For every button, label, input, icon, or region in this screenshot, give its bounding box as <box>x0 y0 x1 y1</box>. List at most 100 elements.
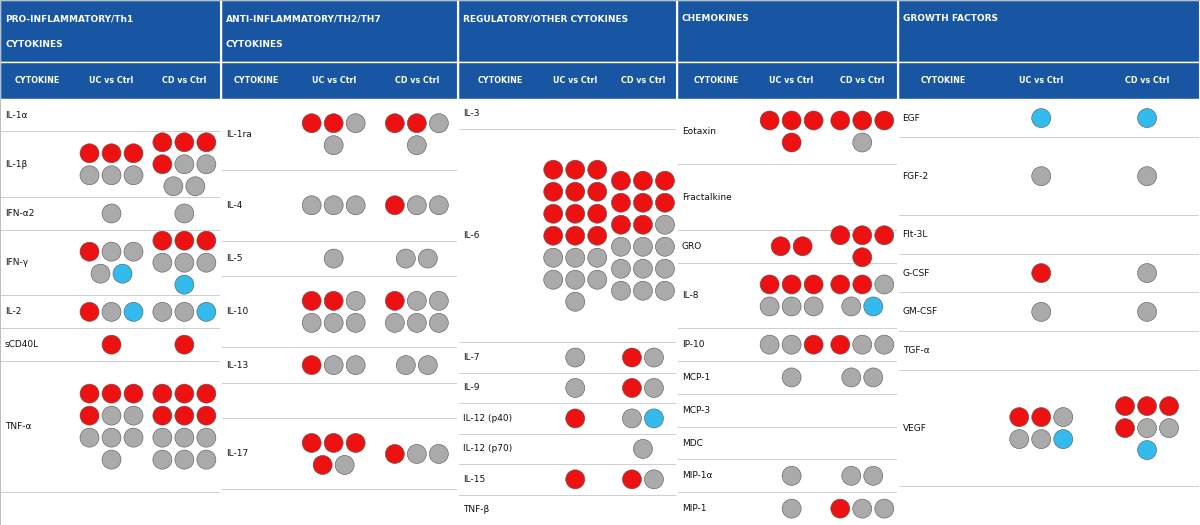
Text: UC vs Ctrl: UC vs Ctrl <box>553 76 598 85</box>
Circle shape <box>419 355 437 375</box>
Circle shape <box>782 499 802 518</box>
Circle shape <box>1054 407 1073 427</box>
Text: IL-8: IL-8 <box>682 291 698 300</box>
Circle shape <box>80 428 100 447</box>
Circle shape <box>152 384 172 403</box>
Circle shape <box>324 313 343 332</box>
Circle shape <box>102 450 121 469</box>
Circle shape <box>830 111 850 130</box>
Circle shape <box>841 466 860 485</box>
Circle shape <box>565 348 584 367</box>
Circle shape <box>197 133 216 152</box>
Circle shape <box>634 439 653 458</box>
Circle shape <box>875 226 894 245</box>
Circle shape <box>782 111 802 130</box>
Text: TGF-α: TGF-α <box>902 346 929 355</box>
Circle shape <box>430 291 449 310</box>
Circle shape <box>407 291 426 310</box>
Circle shape <box>186 177 205 196</box>
Circle shape <box>760 275 779 294</box>
Text: CYTOKINE: CYTOKINE <box>478 76 522 85</box>
Circle shape <box>830 335 850 354</box>
Text: IL-6: IL-6 <box>463 231 480 240</box>
Circle shape <box>346 434 365 453</box>
Circle shape <box>385 114 404 133</box>
Circle shape <box>80 144 100 163</box>
Text: IFN-γ: IFN-γ <box>5 258 28 267</box>
Circle shape <box>407 114 426 133</box>
Text: Eotaxin: Eotaxin <box>682 127 715 136</box>
Circle shape <box>102 428 121 447</box>
Circle shape <box>1138 396 1157 416</box>
Circle shape <box>430 445 449 464</box>
Bar <box>898 62 1200 99</box>
Circle shape <box>1032 302 1051 321</box>
Circle shape <box>1009 429 1028 449</box>
Circle shape <box>841 368 860 387</box>
Circle shape <box>396 249 415 268</box>
Circle shape <box>324 291 343 310</box>
Circle shape <box>324 434 343 453</box>
Circle shape <box>853 226 871 245</box>
Circle shape <box>655 281 674 300</box>
Circle shape <box>830 226 850 245</box>
Circle shape <box>80 242 100 261</box>
Bar <box>677 0 898 62</box>
Circle shape <box>804 111 823 130</box>
Text: IL-17: IL-17 <box>226 449 248 458</box>
Circle shape <box>80 384 100 403</box>
Circle shape <box>634 259 653 278</box>
Circle shape <box>875 499 894 518</box>
Circle shape <box>1138 264 1157 282</box>
Text: CD vs Ctrl: CD vs Ctrl <box>620 76 665 85</box>
Circle shape <box>623 348 642 367</box>
Circle shape <box>175 275 194 294</box>
Circle shape <box>875 275 894 294</box>
Circle shape <box>152 450 172 469</box>
Circle shape <box>1054 429 1073 449</box>
Bar <box>458 62 677 99</box>
Circle shape <box>385 313 404 332</box>
Circle shape <box>544 270 563 289</box>
Circle shape <box>197 231 216 250</box>
Circle shape <box>875 111 894 130</box>
Text: TNF-β: TNF-β <box>463 505 490 514</box>
Circle shape <box>197 428 216 447</box>
Circle shape <box>102 144 121 163</box>
Text: IL-15: IL-15 <box>463 475 486 484</box>
Circle shape <box>588 226 607 245</box>
Text: IL-7: IL-7 <box>463 353 480 362</box>
Text: CYTOKINES: CYTOKINES <box>5 40 62 49</box>
Text: CHEMOKINES: CHEMOKINES <box>682 14 750 23</box>
Circle shape <box>634 171 653 190</box>
Text: IL-13: IL-13 <box>226 361 248 370</box>
Circle shape <box>544 160 563 179</box>
Circle shape <box>197 302 216 321</box>
Circle shape <box>644 470 664 489</box>
Circle shape <box>324 196 343 215</box>
Circle shape <box>565 248 584 267</box>
Circle shape <box>644 348 664 367</box>
Text: IL-2: IL-2 <box>5 307 22 317</box>
Text: CYTOKINE: CYTOKINE <box>694 76 739 85</box>
Circle shape <box>1009 407 1028 427</box>
Circle shape <box>175 302 194 321</box>
Circle shape <box>324 249 343 268</box>
Circle shape <box>152 302 172 321</box>
Text: MCP-1: MCP-1 <box>682 373 710 382</box>
Circle shape <box>804 297 823 316</box>
Circle shape <box>841 297 860 316</box>
Circle shape <box>324 114 343 133</box>
Bar <box>898 0 1200 62</box>
Circle shape <box>623 409 642 428</box>
Circle shape <box>875 335 894 354</box>
Circle shape <box>544 226 563 245</box>
Circle shape <box>175 428 194 447</box>
Circle shape <box>804 275 823 294</box>
Circle shape <box>175 204 194 223</box>
Circle shape <box>302 196 322 215</box>
Text: REGULATORY/OTHER CYTOKINES: REGULATORY/OTHER CYTOKINES <box>463 14 629 23</box>
Text: UC vs Ctrl: UC vs Ctrl <box>89 76 133 85</box>
Circle shape <box>565 204 584 223</box>
Circle shape <box>772 237 790 256</box>
